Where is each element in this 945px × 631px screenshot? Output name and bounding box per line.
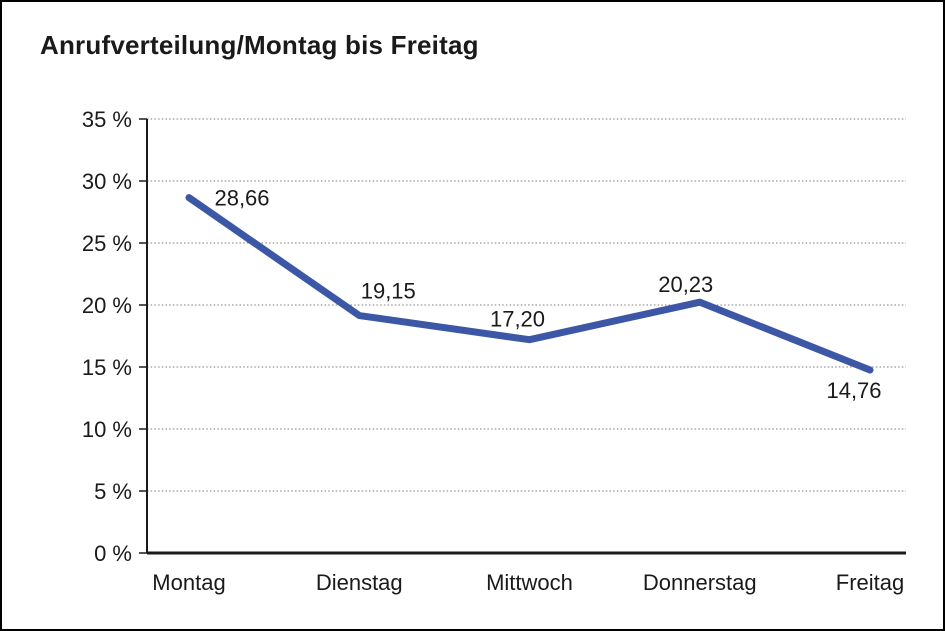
y-tick-label: 15 % — [82, 355, 132, 380]
y-tick-label: 0 % — [94, 541, 132, 566]
y-tick-label: 25 % — [82, 231, 132, 256]
data-point-label: 17,20 — [490, 307, 545, 332]
x-axis-label: Dienstag — [316, 570, 403, 595]
data-point-label: 28,66 — [214, 186, 269, 211]
y-tick-label: 5 % — [94, 479, 132, 504]
y-tick-label: 30 % — [82, 169, 132, 194]
data-point-label: 14,76 — [826, 378, 881, 403]
y-tick-label: 20 % — [82, 293, 132, 318]
data-series-line — [185, 194, 874, 374]
data-point-label: 20,23 — [658, 272, 713, 297]
chart-title: Anrufverteilung/Montag bis Freitag — [40, 30, 479, 60]
data-point-label: 19,15 — [361, 279, 416, 304]
x-axis-label: Montag — [152, 570, 225, 595]
y-tick-label: 10 % — [82, 417, 132, 442]
x-axis-label: Mittwoch — [486, 570, 573, 595]
x-axis-label: Freitag — [836, 570, 904, 595]
y-tick-label: 35 % — [82, 107, 132, 132]
x-axis-label: Donnerstag — [643, 570, 757, 595]
